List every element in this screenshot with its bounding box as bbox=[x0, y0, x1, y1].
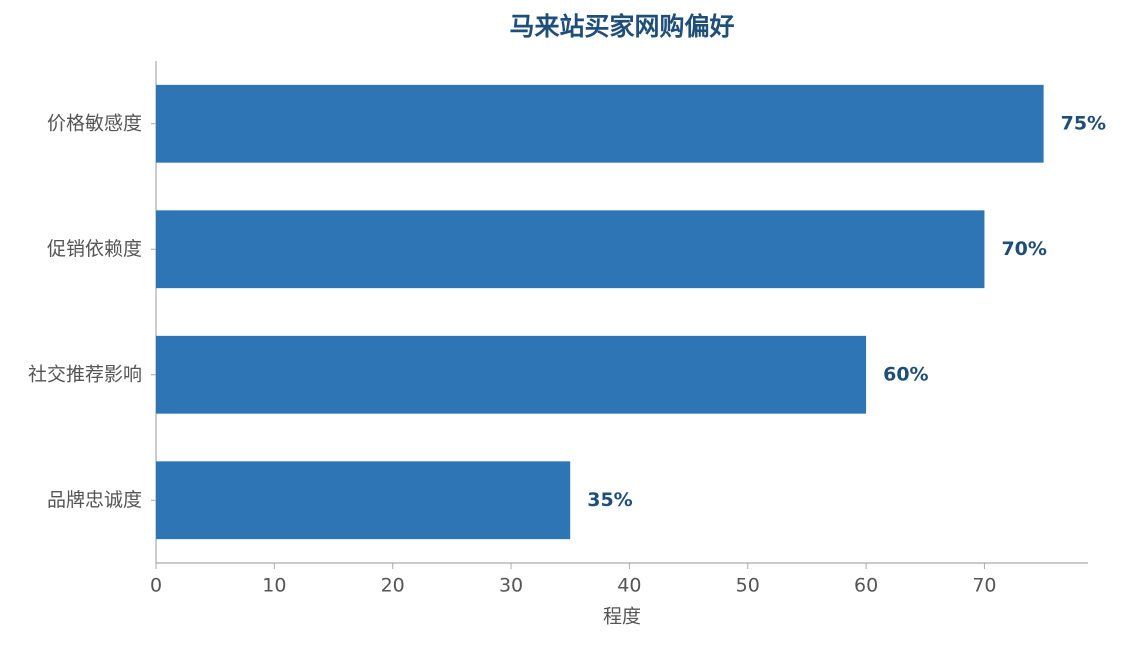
x-axis-label: 程度 bbox=[603, 606, 641, 628]
x-tick-label: 30 bbox=[499, 575, 523, 597]
bar bbox=[156, 84, 1044, 163]
value-label: 70% bbox=[1001, 238, 1046, 260]
value-label: 60% bbox=[883, 363, 928, 385]
y-tick-label: 社交推荐影响 bbox=[28, 363, 142, 385]
y-tick-label: 品牌忠诚度 bbox=[47, 489, 142, 511]
bar bbox=[156, 335, 867, 414]
value-label: 75% bbox=[1061, 112, 1106, 134]
x-tick-label: 20 bbox=[381, 575, 405, 597]
chart-title: 马来站买家网购偏好 bbox=[509, 12, 734, 41]
x-tick-label: 0 bbox=[150, 575, 162, 597]
x-tick-label: 50 bbox=[736, 575, 760, 597]
x-tick-label: 60 bbox=[854, 575, 878, 597]
x-tick-label: 10 bbox=[262, 575, 286, 597]
x-tick-label: 70 bbox=[972, 575, 996, 597]
y-tick-label: 促销依赖度 bbox=[47, 238, 142, 260]
value-label: 35% bbox=[587, 489, 632, 511]
bar bbox=[156, 210, 985, 289]
y-tick-label: 价格敏感度 bbox=[47, 112, 142, 134]
bar bbox=[156, 461, 571, 540]
x-tick-label: 40 bbox=[617, 575, 641, 597]
